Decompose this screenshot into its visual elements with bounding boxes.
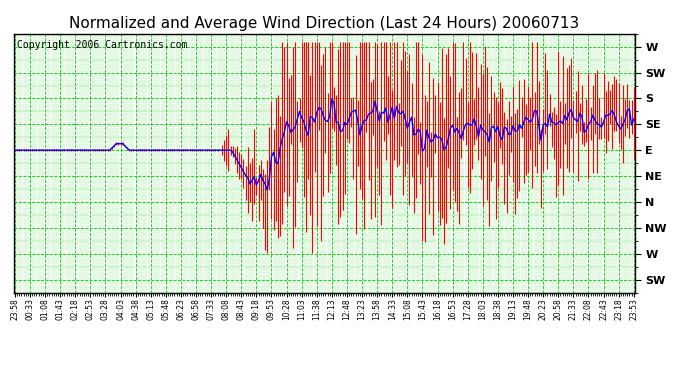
Text: Copyright 2006 Cartronics.com: Copyright 2006 Cartronics.com <box>17 40 187 50</box>
Title: Normalized and Average Wind Direction (Last 24 Hours) 20060713: Normalized and Average Wind Direction (L… <box>69 16 580 31</box>
